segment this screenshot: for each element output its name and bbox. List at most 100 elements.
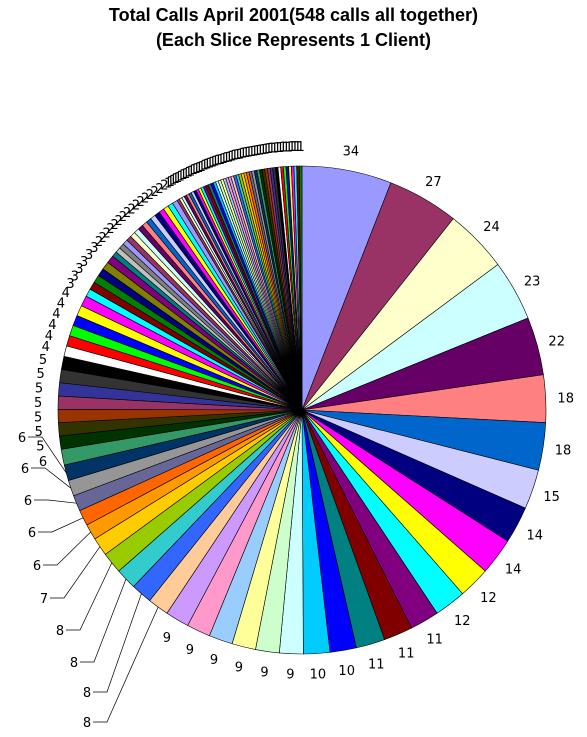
slice-label: 12 (480, 591, 497, 606)
slice-label: 1 (214, 154, 222, 169)
leader-line (38, 517, 84, 533)
slice-label: 1 (225, 150, 233, 165)
pie-leader-lines (28, 436, 159, 723)
slice-label: 2 (115, 214, 123, 229)
slice-label: 34 (343, 145, 360, 160)
slice-label: 6 (39, 455, 47, 470)
slice-label: 6 (21, 462, 29, 477)
slice-label: 1 (291, 140, 299, 155)
slice-label: 11 (426, 632, 443, 647)
slice-label: 4 (62, 286, 70, 301)
slice-label: 9 (235, 660, 243, 675)
slice-label: 1 (203, 158, 211, 173)
slice-label: 2 (141, 192, 149, 207)
slice-label: 2 (123, 206, 131, 221)
slice-label: 14 (527, 528, 544, 543)
slice-label: 1 (285, 140, 293, 155)
slice-label: 1 (198, 160, 206, 175)
leader-line (66, 562, 113, 631)
slice-label: 1 (259, 143, 267, 158)
slice-label: 1 (288, 140, 296, 155)
slice-label: 1 (282, 141, 290, 156)
slice-label: 3 (71, 270, 79, 285)
slice-label: 2 (136, 195, 144, 210)
slice-label: 3 (75, 262, 83, 277)
slice-label: 1 (248, 145, 256, 160)
slice-label: 1 (256, 143, 264, 158)
slice-label: 12 (454, 614, 471, 629)
slice-label: 27 (425, 175, 442, 190)
slice-label: 1 (228, 150, 236, 165)
slice-label: 4 (45, 329, 53, 344)
slice-label: 1 (208, 156, 216, 171)
slice-label: 2 (155, 182, 163, 197)
slice-label: 15 (543, 490, 560, 505)
slice-label: 2 (95, 235, 103, 250)
slice-label: 1 (200, 159, 208, 174)
slice-label: 11 (398, 647, 415, 662)
slice-label: 1 (276, 141, 284, 156)
slice-label: 9 (260, 665, 268, 680)
slice-label: 22 (548, 335, 565, 350)
slice-label: 1 (184, 166, 192, 181)
slice-label: 1 (187, 164, 195, 179)
slice-label: 1 (294, 140, 302, 155)
leader-line (34, 499, 77, 504)
slice-label: 1 (265, 142, 273, 157)
slice-label: 4 (52, 307, 60, 322)
slice-label: 1 (174, 171, 182, 186)
slice-label: 1 (250, 144, 258, 159)
slice-label: 5 (35, 425, 43, 440)
slice-label: 1 (273, 141, 281, 156)
slice-label: 9 (163, 631, 171, 646)
chart-title: Total Calls April 2001(548 calls all tog… (108, 5, 479, 25)
slice-label: 9 (210, 653, 218, 668)
slice-label: 1 (268, 142, 276, 157)
slice-label: 4 (57, 297, 65, 312)
slice-label: 1 (195, 161, 203, 176)
slice-label: 1 (233, 148, 241, 163)
pie-slice (299, 165, 303, 411)
pie-labels: 3427242322181815141412121111111010999999… (18, 140, 574, 731)
slice-label: 3 (66, 277, 74, 292)
slice-label: 1 (242, 146, 250, 161)
slice-label: 5 (39, 353, 47, 368)
slice-label: 6 (33, 559, 41, 574)
slice-label: 6 (28, 526, 36, 541)
leader-line (31, 467, 72, 489)
slice-label: 1 (179, 168, 187, 183)
slice-label: 4 (48, 318, 56, 333)
slice-label: 1 (217, 153, 225, 168)
slice-label: 18 (557, 392, 574, 407)
slice-label: 5 (35, 382, 43, 397)
slice-label: 11 (368, 657, 385, 672)
slice-label: 2 (106, 222, 114, 237)
slice-label: 2 (99, 231, 107, 246)
slice-label: 8 (70, 656, 78, 671)
slice-label: 9 (186, 643, 194, 658)
slice-label: 6 (18, 431, 26, 446)
slice-label: 14 (505, 563, 522, 578)
slice-label: 2 (146, 188, 154, 203)
slice-label: 7 (40, 592, 48, 607)
slice-label: 3 (80, 255, 88, 270)
slice-label: 2 (102, 227, 110, 242)
leader-line (93, 606, 159, 723)
slice-label: 1 (239, 147, 247, 162)
slice-label: 3 (85, 248, 93, 263)
slice-label: 1 (219, 152, 227, 167)
slice-label: 1 (245, 145, 253, 160)
slice-label: 1 (190, 163, 198, 178)
slice-label: 8 (83, 686, 91, 701)
slice-label: 6 (24, 494, 32, 509)
slice-label: 1 (182, 167, 190, 182)
slice-label: 5 (34, 411, 42, 426)
slice-label: 1 (253, 144, 261, 159)
slice-label: 5 (36, 439, 44, 454)
leader-line (93, 593, 142, 693)
chart-subtitle: (Each Slice Represents 1 Client) (155, 30, 432, 50)
slice-label: 1 (169, 174, 177, 189)
slice-label: 10 (338, 664, 355, 679)
slice-label: 1 (164, 177, 172, 192)
